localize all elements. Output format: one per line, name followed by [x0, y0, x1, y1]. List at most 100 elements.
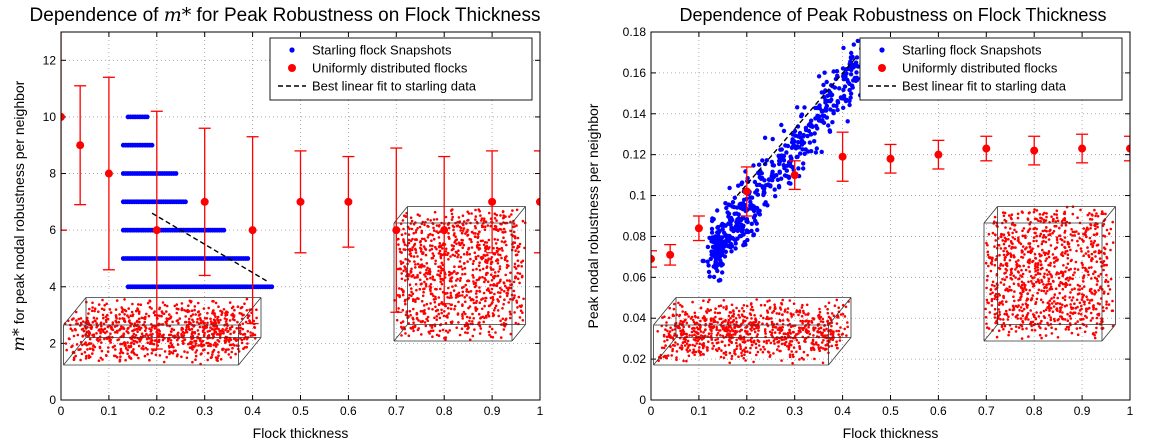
flock-point: [411, 246, 415, 249]
flock-point: [1007, 289, 1010, 293]
flock-point: [462, 220, 466, 223]
flock-point: [483, 225, 487, 228]
flock-point: [455, 279, 458, 282]
flock-point: [468, 252, 472, 256]
flock-point: [835, 343, 839, 347]
y-tick-label: 0: [639, 393, 646, 407]
flock-point: [397, 243, 400, 246]
flock-point: [753, 327, 756, 331]
flock-point: [1107, 303, 1111, 306]
flock-point: [1028, 245, 1032, 248]
flock-point: [422, 304, 426, 307]
flock-point: [140, 332, 144, 336]
starling-point: [721, 230, 727, 235]
flock-point: [1015, 230, 1018, 234]
flock-point: [1002, 249, 1005, 253]
chart-title-suffix: for Peak Robustness on Flock Thickness: [191, 5, 540, 26]
flock-point: [1031, 294, 1035, 297]
flock-point: [998, 253, 1001, 257]
flock-point: [478, 324, 482, 328]
flock-point: [489, 283, 492, 287]
starling-point: [790, 132, 796, 137]
flock-point: [1094, 214, 1097, 218]
starling-point: [847, 87, 852, 93]
flock-point: [454, 239, 457, 242]
flock-point: [201, 325, 205, 329]
flock-point: [1093, 292, 1096, 296]
flock-point: [169, 330, 173, 333]
flock-point: [491, 314, 495, 318]
flock-point: [508, 316, 512, 320]
flock-point: [1090, 277, 1093, 280]
flock-point: [1105, 306, 1108, 310]
flock-point: [665, 321, 668, 324]
flock-point: [419, 310, 423, 313]
flock-point: [485, 265, 489, 268]
flock-point: [203, 348, 206, 352]
starling-point: [745, 237, 750, 243]
flock-point: [440, 269, 443, 272]
flock-point: [83, 351, 87, 354]
flock-point: [1086, 270, 1090, 274]
flock-point: [429, 244, 432, 247]
flock-point: [1003, 218, 1006, 222]
starling-point: [826, 123, 831, 128]
flock-point: [1093, 208, 1096, 212]
flock-point: [998, 310, 1001, 314]
starling-point: [701, 258, 706, 264]
flock-point: [499, 291, 502, 295]
flock-point: [1002, 283, 1006, 286]
flock-point: [1069, 317, 1073, 320]
flock-point: [1025, 246, 1028, 249]
flock-point: [218, 336, 222, 340]
flock-point: [109, 332, 112, 336]
flock-point: [217, 354, 220, 358]
flock-point: [985, 286, 988, 290]
flock-point: [411, 237, 414, 241]
flock-point: [777, 345, 780, 348]
flock-point: [671, 343, 675, 347]
flock-point: [435, 247, 438, 251]
flock-point: [410, 294, 413, 298]
flock-point: [738, 334, 742, 338]
flock-point: [453, 265, 456, 269]
error-bar: [534, 150, 540, 254]
starling-point: [760, 185, 766, 190]
flock-point: [466, 279, 470, 282]
flock-point: [489, 266, 493, 269]
flock-point: [460, 226, 463, 230]
flock-point: [719, 334, 722, 337]
flock-point: [704, 318, 708, 322]
flock-point: [1017, 259, 1020, 262]
flock-point: [1032, 239, 1035, 243]
flock-point: [825, 336, 829, 340]
flock-point: [137, 356, 140, 360]
flock-point: [443, 304, 447, 308]
starling-point: [732, 195, 737, 200]
flock-point: [750, 329, 753, 332]
flock-point: [145, 312, 148, 316]
flock-point: [749, 338, 752, 342]
flock-point: [1003, 278, 1007, 282]
flock-point: [486, 287, 490, 290]
flock-point: [993, 263, 997, 267]
flock-point: [190, 337, 193, 340]
flock-point: [1037, 219, 1040, 222]
starling-point: [144, 114, 150, 120]
flock-point: [1001, 264, 1005, 267]
flock-point: [1018, 309, 1021, 312]
flock-point: [768, 330, 772, 334]
flock-point: [987, 232, 991, 236]
flock-point: [458, 260, 462, 263]
flock-point: [487, 311, 490, 314]
flock-point: [1013, 290, 1016, 293]
flock-point: [724, 307, 728, 311]
flock-point: [1070, 239, 1074, 242]
flock-point: [91, 301, 94, 305]
starling-point: [757, 171, 762, 176]
starling-point: [761, 191, 766, 196]
flock-point: [661, 316, 664, 319]
flock-point: [1058, 226, 1061, 230]
